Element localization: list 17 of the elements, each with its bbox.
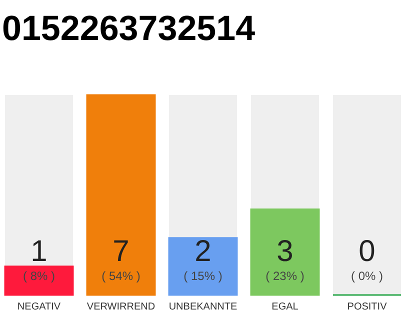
annotation: ( 0% ) — [350, 269, 384, 283]
data-label: 3 — [276, 235, 294, 268]
data-label: 7 — [112, 235, 130, 268]
x-tick-label: NEGATIV — [17, 302, 61, 312]
x-tick-label: POSITIV — [347, 302, 388, 312]
x-tick-label: VERWIRREND — [86, 302, 156, 312]
annotation: ( 54% ) — [102, 269, 140, 283]
annotation: ( 8% ) — [22, 269, 56, 283]
x-tick-label: EGAL — [272, 302, 299, 312]
data-label: 1 — [30, 235, 48, 268]
x-tick-label: UNBEKANNTE — [168, 302, 238, 312]
annotation: ( 15% ) — [184, 269, 222, 283]
data-label: 0 — [358, 235, 376, 268]
annotation: ( 23% ) — [266, 269, 304, 283]
data-label: 2 — [194, 235, 212, 268]
chart-title: 0152263732514 — [2, 9, 256, 48]
bar — [4, 266, 74, 296]
